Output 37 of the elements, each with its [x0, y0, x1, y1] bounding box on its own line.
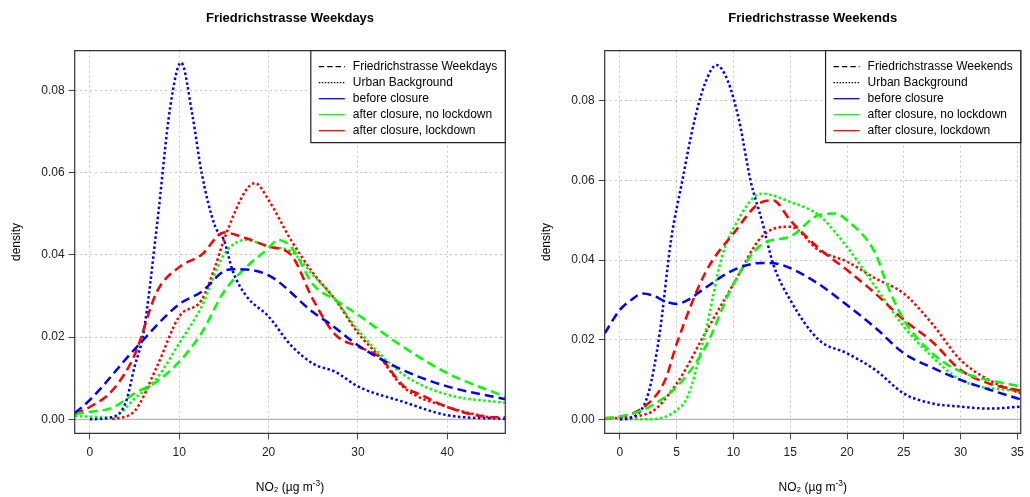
- x-tick-label: 30: [953, 444, 968, 459]
- y-tick-label: 0.04: [571, 252, 596, 267]
- legend-label: after closure, no lockdown: [867, 107, 1007, 122]
- x-tick-label: 0: [616, 444, 624, 459]
- legend-label: after closure, lockdown: [352, 123, 476, 138]
- legend-label: Friedrichstrasse Weekdays: [352, 59, 498, 74]
- chart-title: Friedrichstrasse Weekdays: [205, 9, 375, 25]
- legend-label: after closure, no lockdown: [352, 107, 493, 122]
- legend-label: before closure: [867, 91, 944, 106]
- legend-label: Urban Background: [867, 75, 968, 90]
- x-tick-label: 10: [172, 444, 187, 459]
- x-tick-label: 20: [840, 444, 854, 459]
- y-axis-title: density: [539, 222, 554, 262]
- x-tick-label: 20: [261, 444, 276, 459]
- y-tick-label: 0.08: [571, 93, 596, 108]
- x-tick-label: 40: [440, 444, 455, 459]
- y-tick-label: 0.02: [571, 332, 596, 347]
- y-tick-label: 0.02: [41, 329, 66, 344]
- y-tick-label: 0.06: [41, 164, 66, 179]
- legend-label: after closure, lockdown: [867, 123, 991, 138]
- y-tick-label: 0.04: [41, 247, 66, 262]
- x-tick-label: 35: [1010, 444, 1025, 459]
- legend-label: Urban Background: [352, 75, 453, 90]
- legend-label: before closure: [352, 91, 430, 106]
- x-tick-label: 0: [86, 444, 94, 459]
- legend-label: Friedrichstrasse Weekends: [867, 59, 1013, 74]
- chart-title: Friedrichstrasse Weekends: [728, 9, 898, 25]
- y-tick-label: 0.06: [571, 172, 596, 187]
- x-tick-label: 10: [726, 444, 741, 459]
- x-tick-label: 5: [673, 444, 681, 459]
- y-axis-title: density: [9, 222, 24, 262]
- x-tick-label: 15: [783, 444, 798, 459]
- y-tick-label: 0.08: [41, 82, 66, 97]
- y-tick-label: 0.00: [41, 411, 66, 426]
- y-tick-label: 0.00: [571, 411, 596, 426]
- x-tick-label: 25: [897, 444, 911, 459]
- x-tick-label: 30: [351, 444, 365, 459]
